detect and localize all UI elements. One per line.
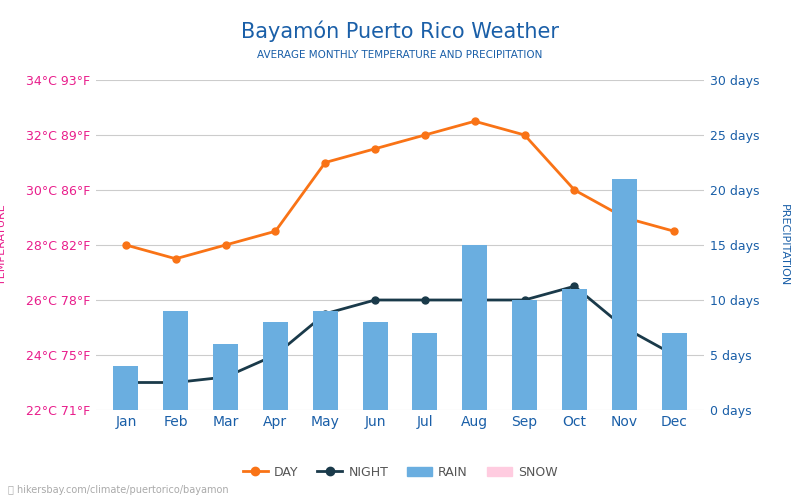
Bar	[612, 179, 637, 410]
Bar	[662, 333, 686, 410]
Bar	[413, 333, 438, 410]
Bar	[163, 311, 188, 410]
Bar	[362, 322, 387, 410]
Bar	[213, 344, 238, 410]
Bar	[313, 311, 338, 410]
Text: 📍 hikersbay.com/climate/puertorico/bayamon: 📍 hikersbay.com/climate/puertorico/bayam…	[8, 485, 229, 495]
Text: AVERAGE MONTHLY TEMPERATURE AND PRECIPITATION: AVERAGE MONTHLY TEMPERATURE AND PRECIPIT…	[258, 50, 542, 60]
Bar	[512, 300, 537, 410]
Bar	[562, 289, 587, 410]
Bar	[462, 245, 487, 410]
Y-axis label: TEMPERATURE: TEMPERATURE	[0, 204, 6, 286]
Bar	[114, 366, 138, 410]
Bar	[263, 322, 288, 410]
Text: Bayamón Puerto Rico Weather: Bayamón Puerto Rico Weather	[241, 20, 559, 42]
Y-axis label: PRECIPITATION: PRECIPITATION	[778, 204, 789, 286]
Legend: DAY, NIGHT, RAIN, SNOW: DAY, NIGHT, RAIN, SNOW	[238, 461, 562, 484]
